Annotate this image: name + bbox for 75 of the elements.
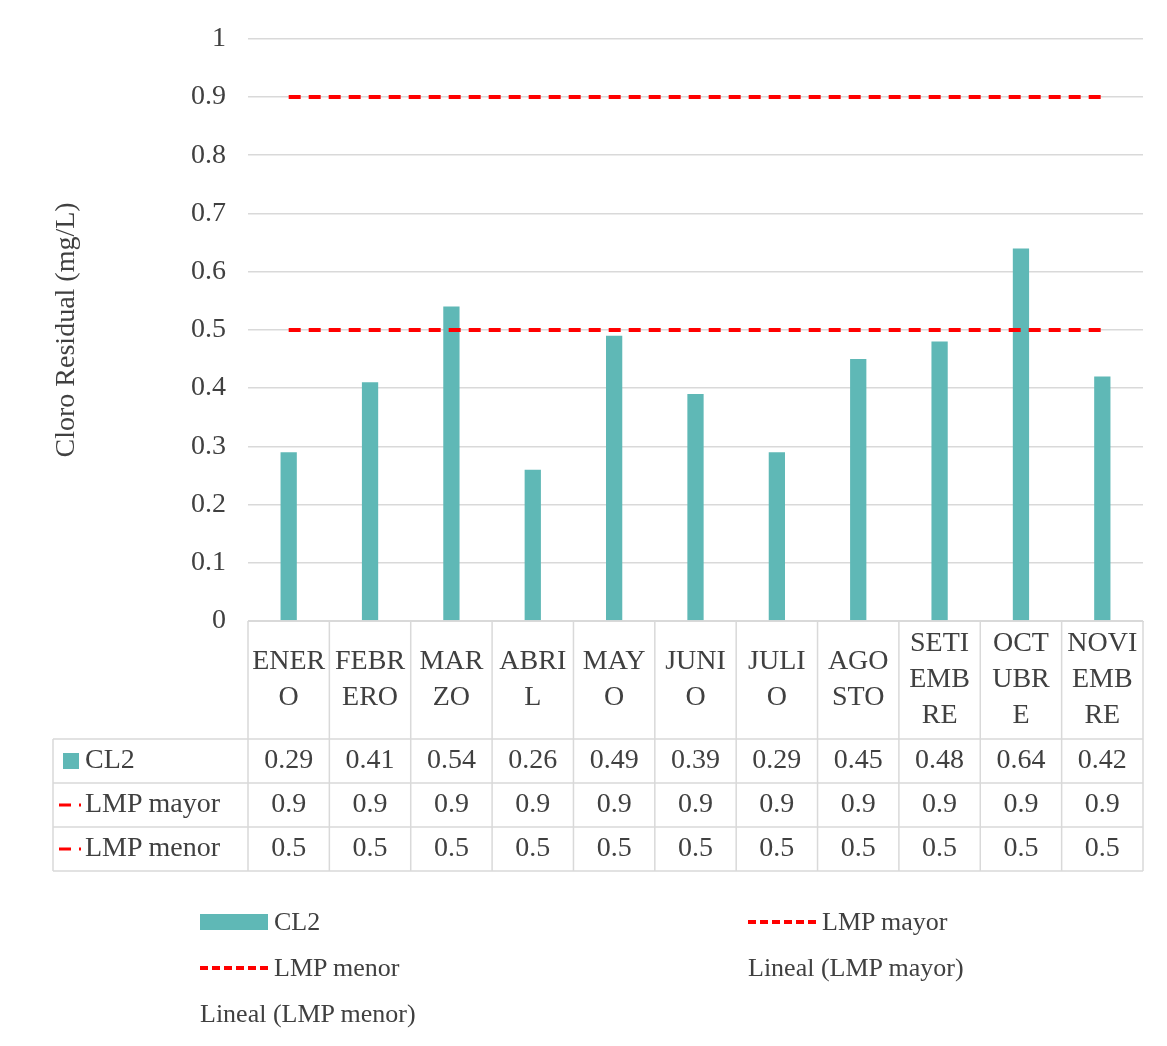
data-label: 0.9 [433,787,469,819]
data-label: 0.5 [678,831,713,863]
bar [850,359,867,621]
data-label: 0.5 [271,831,307,863]
x-tick-label: NOVIEMBRE [1067,626,1138,730]
y-tick-label: 0.8 [191,137,226,169]
data-label: 0.48 [915,743,965,775]
data-label: 0.5 [596,831,632,863]
y-tick-label: 0.9 [191,79,226,111]
x-tick-label: SETIEMBRE [909,626,970,730]
bar [606,335,623,621]
data-label: 0.9 [840,787,876,819]
data-label: 0.26 [508,743,558,775]
data-label: 0.5 [352,831,388,863]
data-label: 0.5 [840,831,876,863]
y-axis-title: Cloro Residual (mg/L) [49,202,81,458]
data-label: 0.9 [678,787,713,819]
data-label: 0.5 [759,831,795,863]
bar [361,382,379,621]
x-tick-label: ABRIL [499,644,567,712]
bar [1012,248,1030,621]
data-label: 0.5 [433,831,469,863]
bar [687,393,704,621]
x-tick-label: OCTUBRE [992,626,1051,730]
bar [931,341,948,621]
y-tick-label: 0.7 [191,195,226,227]
bar [524,469,541,621]
data-label: 0.45 [833,743,883,775]
data-label: 0.9 [1084,787,1120,819]
data-label: 0.41 [345,743,395,775]
data-label: 0.5 [1003,831,1039,863]
data-label: 0.5 [1084,831,1120,863]
data-label: 0.9 [759,787,795,819]
legend-label: LMP mayor [85,787,221,819]
bar [443,306,460,621]
x-tick-label: ENERO [252,644,326,712]
text: LMP menor [274,953,400,982]
data-label: 0.42 [1077,743,1127,775]
text: LMP mayor [822,907,948,936]
data-label: 0.29 [264,743,314,775]
y-tick-label: 0.4 [191,370,226,402]
x-tick-label: AGOSTO [827,644,889,712]
y-tick-label: 0.1 [191,545,226,577]
data-label: 0.64 [996,743,1046,775]
legend-label: CL2 [85,743,135,775]
data-label: 0.9 [1003,787,1039,819]
data-label: 0.9 [922,787,958,819]
x-tick-label: JULIO [748,644,806,712]
x-tick-label: MARZO [419,644,484,712]
y-tick-label: 0.6 [191,254,226,286]
y-tick-label: 0.2 [191,486,226,518]
data-label: 0.9 [515,787,551,819]
text: Lineal (LMP menor) [200,998,417,1030]
data-label: 0.5 [515,831,551,863]
data-label: 0.9 [596,787,632,819]
y-tick-label: 0.5 [191,312,226,344]
legend-label: LMP menor [85,831,221,863]
data-label: 0.54 [426,743,476,775]
bar [1094,376,1111,621]
bar [280,452,297,621]
x-tick-label: JUNIO [665,644,726,712]
x-tick-label: MAYO [582,644,646,712]
x-tick-label: FEBRERO [335,644,406,712]
y-tick-label: 1 [212,21,226,53]
y-tick-label: 0.3 [191,428,226,460]
text: CL2 [274,907,321,936]
bar [768,452,785,621]
data-label: 0.49 [589,743,639,775]
data-label: 0.5 [922,831,958,863]
data-label: 0.39 [671,743,720,775]
y-tick-label: 0 [212,603,226,635]
data-label: 0.9 [271,787,307,819]
data-label: 0.29 [752,743,802,775]
text: Lineal (LMP mayor) [748,952,965,984]
data-label: 0.9 [352,787,388,819]
